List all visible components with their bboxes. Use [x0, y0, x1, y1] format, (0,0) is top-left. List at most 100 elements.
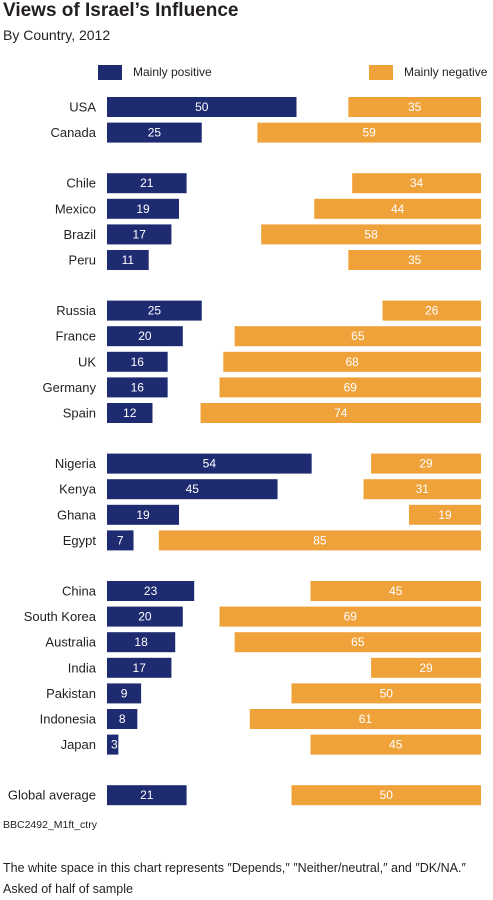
bar-positive-chile [107, 173, 187, 194]
category-label-kenya: Kenya [59, 482, 97, 497]
value-label-negative-peru: 35 [408, 253, 422, 267]
legend-positive-label: Mainly positive [133, 65, 212, 79]
value-label-positive-france: 20 [138, 329, 152, 343]
bar-negative-pakistan [291, 683, 481, 704]
category-label-chile: Chile [66, 176, 96, 191]
value-label-negative-chile: 34 [410, 176, 424, 190]
bar-negative-australia [234, 632, 481, 653]
category-label-canada: Canada [50, 125, 96, 140]
bar-positive-ghana [107, 504, 180, 525]
category-label-nigeria: Nigeria [55, 456, 97, 471]
value-label-negative-usa: 35 [408, 100, 422, 114]
bar-negative-mexico [314, 198, 481, 219]
bar-negative-peru [348, 250, 481, 270]
value-label-positive-nigeria: 54 [203, 457, 217, 471]
bar-negative-spain [200, 403, 482, 423]
bar-negative-south-korea [219, 606, 482, 627]
bar-positive-germany [107, 377, 168, 398]
bar-negative-japan [310, 734, 481, 755]
value-label-positive-spain: 12 [123, 406, 137, 420]
bar-positive-canada [107, 122, 202, 143]
bar-negative-russia [382, 300, 481, 321]
value-label-negative-spain: 74 [334, 406, 348, 420]
category-label-mexico: Mexico [55, 201, 96, 216]
bar-positive-russia [107, 300, 202, 321]
bar-negative-global-average [291, 785, 481, 806]
value-label-positive-indonesia: 8 [119, 712, 126, 726]
category-label-ghana: Ghana [57, 507, 97, 522]
value-label-positive-china: 23 [144, 584, 158, 598]
value-label-negative-france: 65 [351, 329, 365, 343]
bar-positive-japan [107, 734, 119, 755]
category-label-peru: Peru [69, 253, 96, 268]
value-label-negative-germany: 69 [344, 380, 358, 394]
value-label-positive-germany: 16 [131, 380, 145, 394]
bar-positive-usa [107, 97, 297, 117]
category-label-japan: Japan [61, 737, 96, 752]
value-label-positive-ghana: 19 [136, 508, 150, 522]
category-label-spain: Spain [63, 406, 96, 421]
value-label-negative-brazil: 58 [364, 227, 378, 241]
bar-negative-china [310, 581, 481, 601]
value-label-negative-south-korea: 69 [344, 610, 358, 624]
bar-negative-uk [223, 351, 481, 372]
value-label-positive-australia: 18 [134, 635, 148, 649]
bar-negative-brazil [261, 224, 481, 245]
source-code: BBC2492_M1ft_ctry [3, 819, 97, 831]
value-label-negative-uk: 68 [345, 355, 359, 369]
value-label-positive-india: 17 [133, 661, 147, 675]
category-label-russia: Russia [56, 303, 97, 318]
value-label-positive-peru: 11 [122, 253, 135, 267]
bar-positive-brazil [107, 224, 172, 245]
bar-positive-australia [107, 632, 176, 653]
footnote-sample: Asked of half of sample [3, 882, 133, 896]
category-label-pakistan: Pakistan [46, 686, 96, 701]
category-label-uk: UK [78, 354, 96, 369]
bar-positive-uk [107, 351, 168, 372]
value-label-positive-global-average: 21 [140, 788, 154, 802]
category-label-india: India [68, 660, 97, 675]
bar-positive-egypt [107, 530, 134, 551]
bar-positive-spain [107, 403, 153, 423]
value-label-negative-indonesia: 61 [359, 712, 373, 726]
value-label-negative-ghana: 19 [438, 508, 452, 522]
bar-positive-india [107, 657, 172, 678]
bar-negative-indonesia [249, 709, 481, 729]
bar-negative-chile [352, 173, 481, 194]
bar-negative-usa [348, 97, 481, 117]
value-label-negative-global-average: 50 [380, 788, 394, 802]
bar-positive-kenya [107, 479, 278, 500]
value-label-negative-china: 45 [389, 584, 403, 598]
value-label-positive-uk: 16 [131, 355, 145, 369]
chart-subtitle: By Country, 2012 [3, 27, 111, 43]
bar-positive-peru [107, 250, 149, 270]
value-label-positive-japan: 3 [111, 738, 118, 752]
value-label-negative-india: 29 [419, 661, 433, 675]
value-label-negative-japan: 45 [389, 738, 403, 752]
bar-negative-nigeria [371, 453, 481, 474]
legend-negative-label: Mainly negative [404, 65, 488, 79]
value-label-negative-australia: 65 [351, 635, 365, 649]
bar-positive-south-korea [107, 606, 183, 627]
bar-chart: USA 50 35 Canada 25 59 Chile 21 34 Mexico 19 44 Braz… [8, 97, 482, 806]
category-label-germany: Germany [43, 380, 97, 395]
bar-positive-indonesia [107, 709, 138, 729]
category-label-china: China [62, 584, 97, 599]
value-label-negative-kenya: 31 [416, 482, 430, 496]
value-label-positive-chile: 21 [140, 176, 154, 190]
category-label-usa: USA [69, 100, 96, 115]
value-label-positive-usa: 50 [195, 100, 209, 114]
bar-positive-france [107, 326, 183, 347]
bar-negative-canada [257, 122, 481, 143]
value-label-positive-kenya: 45 [186, 482, 200, 496]
footnote-white-space: The white space in this chart represents… [3, 861, 466, 875]
bar-negative-ghana [408, 504, 481, 525]
value-label-positive-mexico: 19 [136, 202, 150, 216]
bar-negative-egypt [158, 530, 481, 551]
bar-positive-global-average [107, 785, 187, 806]
bar-positive-china [107, 581, 195, 601]
category-label-australia: Australia [45, 635, 96, 650]
chart-title: Views of Israel’s Influence [3, 0, 239, 21]
category-label-global-average: Global average [8, 788, 96, 803]
value-label-negative-nigeria: 29 [419, 457, 433, 471]
